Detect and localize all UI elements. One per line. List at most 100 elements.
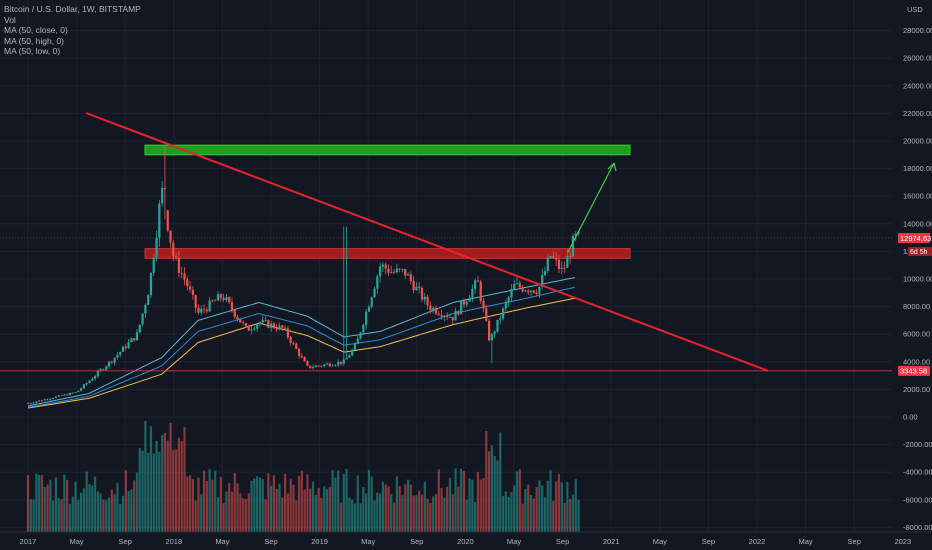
volume-bar: [43, 487, 46, 532]
candle-body: [222, 297, 225, 300]
currency-label[interactable]: USD: [907, 5, 923, 14]
drawing-zones[interactable]: [144, 144, 631, 259]
price-tick-label: -8000.00: [903, 523, 932, 532]
candle-body: [54, 396, 58, 398]
price-tick-label: 0.00: [903, 413, 918, 422]
candle-body: [379, 266, 382, 277]
candle-body: [563, 267, 566, 269]
volume-bar: [144, 420, 147, 532]
time-tick-label: May: [799, 537, 813, 546]
volume-bar: [499, 432, 502, 532]
chart-legend: Bitcoin / U.S. Dollar, 1W, BITSTAMP Vol …: [4, 4, 141, 57]
volume-bar: [200, 494, 203, 532]
support-price-badge-background: [898, 365, 930, 376]
candle-body: [138, 324, 141, 333]
time-axis[interactable]: 2017 May Sep 2018 May Sep 2019 May Sep 2020 May Sep…: [0, 531, 932, 546]
candle-body: [180, 272, 183, 274]
volume-bar: [107, 497, 111, 532]
volume-bar: [66, 479, 69, 532]
volume-bar: [77, 499, 80, 532]
candle-body: [216, 294, 220, 301]
price-axis[interactable]: 28000.00 26000.00 24000.00 22000.00 20000.00…: [892, 0, 932, 550]
ma-low-label[interactable]: MA (50, low, 0): [4, 46, 61, 56]
candle-body: [521, 287, 524, 292]
candle-body: [66, 394, 69, 396]
candle-body: [462, 301, 466, 305]
candle-body: [323, 364, 326, 367]
candle-body: [460, 301, 463, 315]
candle-body: [110, 361, 113, 363]
ma-close-label[interactable]: MA (50, close, 0): [4, 25, 68, 35]
target-arrow-shaft[interactable]: [567, 162, 615, 253]
candle-body: [351, 349, 354, 356]
volume-bar: [191, 479, 194, 532]
volume-bar: [309, 488, 312, 532]
candle-body: [423, 296, 426, 300]
volume-bar: [513, 485, 516, 532]
candle-body: [68, 392, 72, 396]
price-axis-background: [892, 0, 932, 550]
time-tick-label: May: [653, 537, 667, 546]
volume-bar: [208, 469, 211, 532]
candle-body: [295, 343, 298, 349]
candle-body: [127, 342, 130, 349]
countdown-badge: 6d 5h: [910, 249, 928, 256]
volume-bar: [74, 481, 77, 532]
descending-trendline[interactable]: [85, 112, 769, 372]
candle-body: [440, 314, 443, 317]
volume-bar: [359, 503, 362, 532]
volume-bar: [379, 493, 382, 532]
symbol-title[interactable]: Bitcoin / U.S. Dollar, 1W, BITSTAMP: [4, 4, 141, 14]
candle-body: [432, 307, 435, 311]
volume-bar: [543, 497, 547, 532]
time-tick-label: 2022: [749, 537, 766, 546]
candle-body: [172, 242, 175, 257]
candle-body: [457, 311, 460, 315]
ma-high-line: [27, 277, 575, 407]
candle-body: [418, 286, 421, 288]
candle-body: [337, 361, 340, 365]
support-zone-red[interactable]: [144, 248, 631, 259]
volume-bar: [68, 503, 72, 532]
candle-body: [267, 320, 270, 328]
candle-body: [317, 365, 320, 367]
price-candles: [26, 145, 580, 404]
candle-body: [309, 365, 312, 368]
candle-body: [507, 297, 510, 303]
candle-body: [261, 319, 264, 323]
target-arrow-head[interactable]: [607, 162, 617, 172]
time-tick-label: Sep: [702, 537, 715, 546]
candle-body: [40, 400, 44, 402]
volume-indicator-label[interactable]: Vol: [4, 14, 16, 25]
volume-bar: [149, 426, 153, 532]
candle-body: [169, 230, 172, 243]
resistance-zone-green[interactable]: [144, 144, 631, 156]
volume-bar: [110, 489, 113, 532]
candle-body: [390, 271, 393, 273]
candle-body: [270, 323, 273, 328]
candle-body: [88, 380, 91, 384]
candle-body: [552, 255, 555, 258]
volume-bar: [529, 495, 533, 532]
candle-body: [376, 276, 379, 289]
candle-body: [43, 399, 46, 401]
drawing-lines[interactable]: [0, 112, 892, 372]
candle-body: [141, 313, 144, 325]
candle-body: [130, 338, 133, 343]
candle-body: [230, 302, 234, 310]
candle-body: [482, 300, 485, 309]
candle-body: [29, 402, 32, 404]
candle-body: [300, 355, 303, 358]
volume-bar: [518, 469, 521, 532]
price-tick-label: 10000.00: [903, 275, 932, 284]
ma-high-label[interactable]: MA (50, high, 0): [4, 35, 65, 46]
time-tick-label: 2018: [165, 537, 182, 546]
candle-body: [147, 295, 150, 305]
candle-body: [471, 288, 474, 298]
candle-body: [384, 264, 387, 269]
volume-bar: [362, 487, 365, 532]
candle-body: [177, 257, 181, 273]
price-tick-label: 20000.00: [903, 137, 932, 146]
candle-body: [476, 280, 480, 282]
